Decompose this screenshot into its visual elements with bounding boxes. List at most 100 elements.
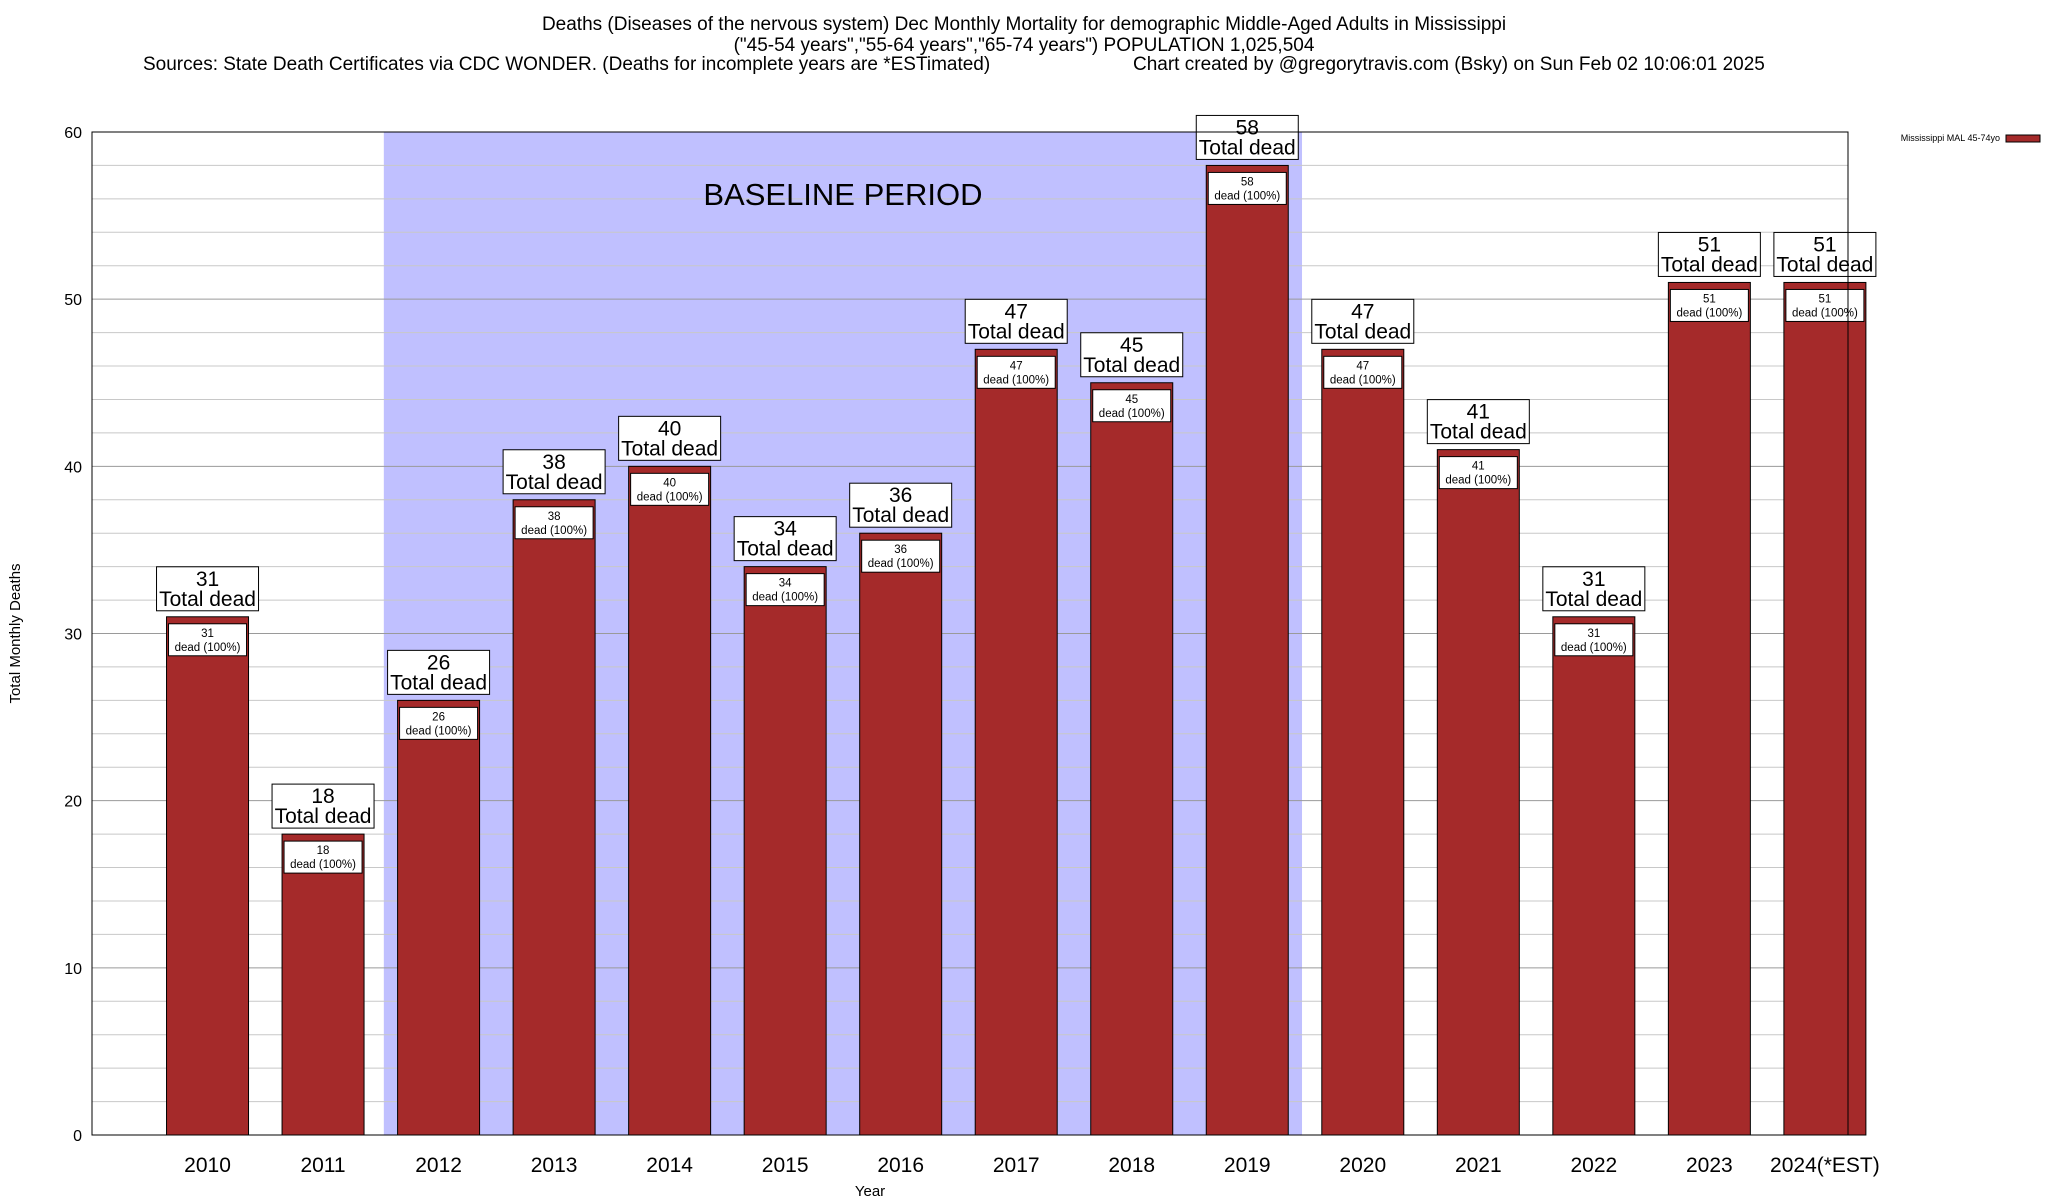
bar-top-caption: Total dead: [159, 588, 256, 611]
bar-inner-value: 41: [1472, 461, 1485, 473]
bar-top-caption: Total dead: [1776, 253, 1873, 276]
bar-inner-value: 47: [1356, 360, 1369, 372]
bar-inner-label-box: [745, 573, 825, 607]
bar-inner-value: 40: [663, 477, 676, 489]
bar: [743, 566, 827, 1136]
bar: [1090, 382, 1174, 1136]
bar-top-label-box: [502, 449, 606, 495]
x-tick-label: 2016: [877, 1154, 924, 1177]
bar-inner-label-box: [1669, 288, 1749, 322]
bar-top-caption: Total dead: [737, 538, 834, 561]
title-line-1: Deaths (Diseases of the nervous system) …: [541, 14, 1507, 35]
bar-inner-value: 34: [779, 578, 792, 590]
y-tick-label: 60: [64, 125, 82, 142]
bar-top-value: 26: [427, 651, 450, 674]
bar-top-value: 58: [1236, 116, 1259, 139]
bar-top-value: 31: [1582, 568, 1605, 591]
bar-inner-label-box: [976, 355, 1056, 389]
bar-top-label-box: [1426, 399, 1530, 445]
bar-inner-value: 51: [1703, 293, 1716, 305]
bar-inner-value: 36: [894, 544, 907, 556]
bar-inner-percent: dead (100%): [1099, 408, 1165, 420]
bar-top-caption: Total dead: [390, 671, 487, 694]
bar-inner-percent: dead (100%): [1445, 475, 1511, 487]
x-tick-label: 2014: [646, 1154, 693, 1177]
bar: [166, 616, 250, 1136]
bar-inner-percent: dead (100%): [637, 491, 703, 503]
bar-top-value: 47: [1005, 300, 1028, 323]
y-tick-label: 40: [64, 459, 82, 476]
bar-inner-label-box: [1207, 171, 1287, 205]
bar-top-caption: Total dead: [1545, 588, 1642, 611]
bar-top-value: 47: [1351, 300, 1374, 323]
legend-label: Mississippi MAL 45-74yo: [1901, 133, 2000, 143]
bar-top-value: 36: [889, 484, 912, 507]
bar-top-label-box: [1542, 566, 1646, 612]
bar-inner-label-box: [1785, 288, 1865, 322]
bar-top-label-box: [1195, 114, 1299, 160]
bar-top-caption: Total dead: [1661, 253, 1758, 276]
x-axis-label: Year: [855, 1183, 885, 1200]
y-tick-label: 10: [64, 961, 82, 978]
bar-top-value: 51: [1813, 233, 1836, 256]
bar-top-caption: Total dead: [621, 437, 718, 460]
bar-inner-percent: dead (100%): [1792, 307, 1858, 319]
bar-inner-label-box: [630, 472, 710, 506]
baseline-label: BASELINE PERIOD: [703, 177, 982, 212]
bar-top-label-box: [271, 783, 375, 829]
bar-inner-percent: dead (100%): [1214, 190, 1280, 202]
bar-inner-value: 26: [432, 711, 445, 723]
credit-note: Chart created by @gregorytravis.com (Bsk…: [1133, 54, 1765, 75]
bar-inner-percent: dead (100%): [175, 642, 241, 654]
y-axis-label: Total Monthly Deaths: [7, 563, 24, 703]
bar: [1321, 348, 1405, 1136]
bar-top-caption: Total dead: [1430, 421, 1527, 444]
bar-inner-percent: dead (100%): [983, 374, 1049, 386]
bar-inner-percent: dead (100%): [1561, 642, 1627, 654]
bar-top-caption: Total dead: [852, 504, 949, 527]
bar-top-label-box: [1311, 298, 1415, 344]
bar-top-value: 31: [196, 568, 219, 591]
x-tick-label: 2023: [1686, 1154, 1733, 1177]
bar: [1552, 616, 1636, 1136]
bar-inner-value: 31: [201, 628, 214, 640]
bar-inner-value: 38: [548, 511, 561, 523]
bar-top-label-box: [849, 482, 953, 528]
bar-top-label-box: [387, 649, 491, 695]
bar-top-value: 40: [658, 417, 681, 440]
bar-top-caption: Total dead: [506, 471, 603, 494]
x-tick-label: 2021: [1455, 1154, 1502, 1177]
bar: [1436, 449, 1520, 1136]
bar-inner-value: 45: [1125, 394, 1138, 406]
bar: [628, 465, 712, 1136]
chart-title: Deaths (Diseases of the nervous system) …: [0, 14, 2048, 56]
bar-inner-label-box: [1092, 389, 1172, 423]
x-tick-label: 2012: [415, 1154, 462, 1177]
bar-top-value: 45: [1120, 334, 1143, 357]
bar-top-label-box: [618, 415, 722, 461]
bar-inner-label-box: [168, 623, 248, 657]
bar-inner-label-box: [1438, 456, 1518, 490]
bar-inner-percent: dead (100%): [290, 859, 356, 871]
bar-top-caption: Total dead: [275, 805, 372, 828]
bar-inner-percent: dead (100%): [521, 525, 587, 537]
bar: [859, 532, 943, 1136]
bar-top-caption: Total dead: [1083, 354, 1180, 377]
bar: [281, 833, 365, 1136]
bar-inner-percent: dead (100%): [1330, 374, 1396, 386]
x-tick-label: 2020: [1339, 1154, 1386, 1177]
bar: [1205, 164, 1289, 1136]
legend-swatch: [2005, 134, 2041, 143]
bar-inner-label-box: [861, 539, 941, 573]
bar-top-caption: Total dead: [1199, 136, 1296, 159]
bar-inner-label-box: [514, 506, 594, 540]
bar-inner-percent: dead (100%): [752, 592, 818, 604]
bar: [1783, 281, 1867, 1136]
bar-inner-percent: dead (100%): [406, 725, 472, 737]
bar: [974, 348, 1058, 1136]
bar-inner-percent: dead (100%): [868, 558, 934, 570]
title-line-2: ("45-54 years","55-64 years","65-74 year…: [733, 35, 1315, 56]
x-tick-label: 2015: [762, 1154, 809, 1177]
x-tick-label: 2011: [300, 1154, 345, 1177]
